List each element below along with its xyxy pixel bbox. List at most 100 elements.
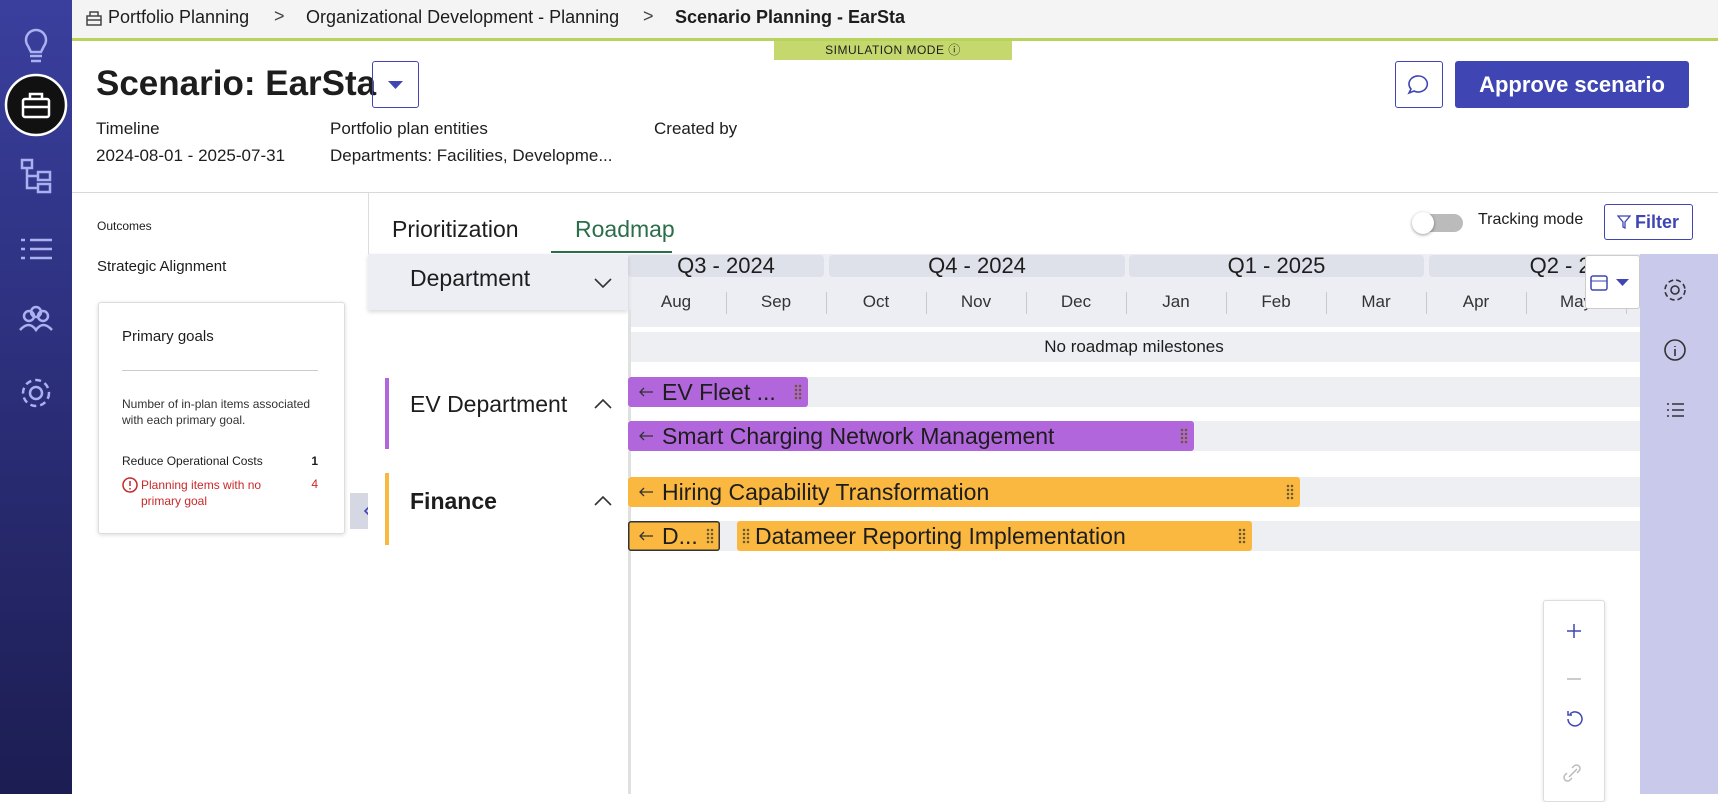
month-tick [1526, 292, 1527, 314]
card-description: Number of in-plan items associated with … [122, 397, 311, 427]
quarter-label: Q4 - 2024 [829, 255, 1125, 277]
breadcrumb-link[interactable]: Portfolio Planning [108, 7, 250, 27]
month-tick [1326, 292, 1327, 314]
sidebar-icons [4, 28, 68, 408]
filter-button[interactable]: Filter [1604, 204, 1693, 240]
toggle-knob [1412, 212, 1434, 234]
timeline-header: Q3 - 2024 Q4 - 2024 Q1 - 2025 Q2 - 2025 Aug S… [628, 254, 1640, 327]
breadcrumb-separator: > [274, 6, 285, 26]
month-label: Nov [960, 292, 992, 311]
item-title: Smart Charging Network Management [662, 422, 1055, 449]
month-tick [1126, 292, 1127, 314]
simulation-banner: SIMULATION MODE ⓘ [774, 41, 1012, 60]
month-tick [926, 292, 927, 314]
zoom-icons[interactable] [1544, 601, 1604, 795]
chevron-up[interactable] [592, 393, 614, 415]
arrow-left [639, 487, 653, 497]
roadmap-item[interactable]: Hiring Capability Transformation [628, 477, 1300, 507]
month-tick [826, 292, 827, 314]
tab-underline [551, 251, 672, 253]
breadcrumb-link[interactable]: Organizational Development - Planning [306, 7, 620, 27]
zoom-controls [1543, 600, 1605, 802]
home-icon [86, 11, 102, 26]
goals-card [98, 302, 345, 534]
meta-value: Departments: Facilities, Developme... [330, 146, 613, 165]
card-title: Primary goals [122, 328, 214, 345]
drag-handle[interactable] [1180, 428, 1188, 444]
month-label: Mar [1361, 292, 1391, 311]
quarter-label: Q3 - 2024 [628, 255, 824, 277]
item-title: Hiring Capability Transformation [662, 478, 990, 505]
meta-label: Created by [654, 119, 738, 138]
month-label: May [1559, 292, 1593, 311]
month-label: Oct [862, 292, 890, 311]
comment-button[interactable] [1395, 61, 1443, 108]
month-label: Aug [660, 292, 692, 311]
arrow-left [639, 387, 653, 397]
group-header [368, 254, 628, 310]
section-title: Strategic Alignment [97, 258, 227, 275]
arrow-left [639, 431, 653, 441]
chevron-down[interactable] [592, 272, 614, 294]
breadcrumb-bar [72, 0, 1718, 41]
scenario-dropdown[interactable] [372, 61, 419, 108]
filter-icon [1617, 215, 1631, 229]
breadcrumb-current: Scenario Planning - EarSta [675, 7, 906, 27]
rail-icons [1664, 279, 1686, 417]
tab[interactable]: Prioritization [392, 216, 519, 242]
arrow-left [639, 531, 653, 541]
roadmap-item[interactable]: D... [628, 521, 720, 551]
tracking-toggle[interactable] [1412, 212, 1463, 234]
month-tick [1026, 292, 1027, 314]
group-label: Finance [410, 488, 497, 514]
scenario-title: Scenario: EarSta [96, 64, 377, 103]
calendar-icon [1590, 275, 1629, 291]
group-marker [385, 473, 389, 545]
comment-icon [1407, 75, 1429, 95]
meta-label: Timeline [96, 119, 160, 138]
month-tick [1226, 292, 1227, 314]
breadcrumb-separator: > [643, 6, 654, 26]
roadmap-item[interactable]: EV Fleet ... [628, 377, 808, 407]
month-label: Dec [1060, 292, 1092, 311]
drag-handle[interactable] [1238, 528, 1246, 544]
roadmap-item[interactable]: Smart Charging Network Management [628, 421, 1194, 451]
banner-text: SIMULATION MODE [825, 43, 945, 57]
goal-count: 4 [311, 477, 318, 491]
roadmap-item[interactable]: Datameer Reporting Implementation [737, 521, 1252, 551]
column-shadow [628, 310, 631, 794]
goal-name-warning: Planning items with no primary goal [141, 478, 262, 508]
calendar-dropdown[interactable] [1585, 255, 1640, 309]
meta-label: Portfolio plan entities [330, 119, 488, 138]
meta-value: 2024-08-01 - 2025-07-31 [96, 146, 286, 165]
group-header-label: Department [410, 265, 531, 291]
card-divider [122, 370, 318, 371]
sidebar [0, 0, 72, 794]
month-label: Feb [1261, 292, 1291, 311]
approve-button[interactable]: Approve scenario [1455, 61, 1689, 108]
month-label: Sep [760, 292, 792, 311]
warning-icon [122, 477, 138, 493]
chevron-up[interactable] [592, 490, 614, 512]
group-label: EV Department [410, 391, 568, 417]
panel-heading: Outcomes [97, 219, 152, 233]
chevron-icon [594, 398, 612, 409]
item-title: EV Fleet ... [662, 378, 776, 405]
drag-handle[interactable] [794, 384, 802, 400]
drag-handle[interactable] [706, 528, 714, 544]
milestone-row: No roadmap milestones [628, 332, 1640, 362]
chevron-icon [594, 495, 612, 506]
drag-handle[interactable] [1286, 484, 1294, 500]
right-rail [1640, 254, 1718, 794]
item-title: D... [662, 522, 698, 549]
tab-active[interactable]: Roadmap [575, 216, 675, 242]
drag-handle[interactable] [742, 528, 750, 544]
month-label: Jan [1162, 292, 1190, 311]
group-marker [385, 378, 389, 449]
goal-count: 1 [311, 454, 318, 468]
filter-text: Filter [1635, 212, 1680, 232]
divider [72, 192, 1718, 193]
goal-name: Reduce Operational Costs [122, 454, 263, 468]
